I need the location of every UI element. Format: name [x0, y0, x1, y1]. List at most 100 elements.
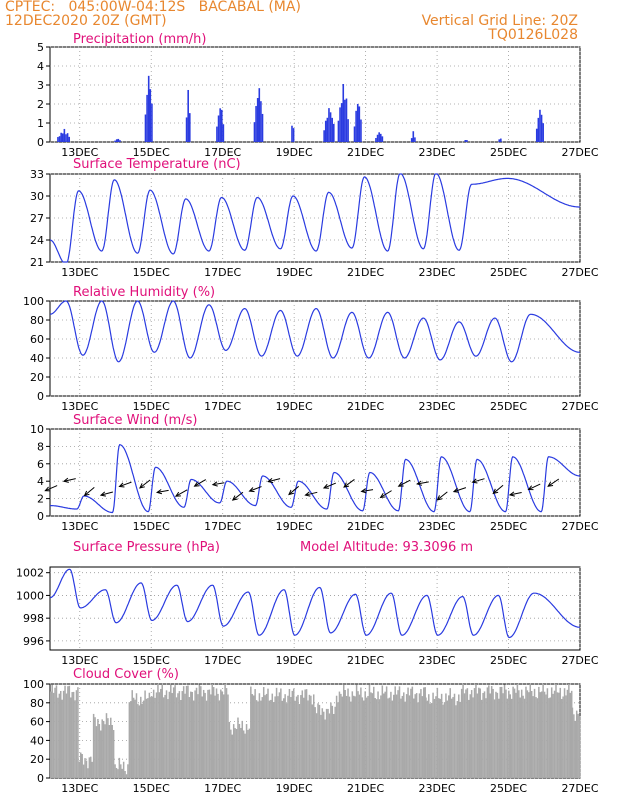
- precip-bar: [339, 107, 341, 142]
- wind-arrowhead: [492, 488, 499, 495]
- precip-bar: [222, 124, 225, 142]
- cloud-bar: [85, 760, 88, 778]
- cloud-bar: [110, 717, 112, 778]
- precip-bar: [355, 110, 357, 142]
- cloud-bar: [391, 700, 394, 778]
- cloud-bar: [569, 692, 572, 778]
- cloud-bar: [563, 688, 566, 778]
- precip-bar: [410, 138, 413, 142]
- x-tick-label: 23DEC: [419, 520, 456, 533]
- cloud-bar: [232, 724, 235, 778]
- x-tick-label: 21DEC: [347, 520, 384, 533]
- cloud-bar: [205, 700, 208, 778]
- precip-bar: [117, 138, 120, 142]
- cloud-bar: [314, 707, 316, 778]
- x-tick-label: 21DEC: [347, 146, 384, 159]
- x-tick-label: 19DEC: [276, 146, 313, 159]
- cloud-bar: [350, 701, 352, 778]
- cloud-bar: [100, 730, 102, 778]
- wind-arrowhead: [174, 491, 181, 497]
- cloud-bar: [254, 689, 256, 778]
- cloud-bar: [57, 697, 59, 778]
- cloud-bar: [450, 698, 453, 778]
- cloud-bar: [489, 693, 491, 778]
- cloud-bar: [513, 688, 516, 778]
- y-tick-label: 0: [37, 390, 44, 403]
- cloud-bar: [458, 694, 460, 778]
- x-tick-label: 13DEC: [61, 266, 98, 279]
- y-tick-label: 60: [30, 333, 44, 346]
- cloud-bar: [446, 700, 449, 778]
- x-tick-label: 25DEC: [490, 146, 527, 159]
- wind-arrowhead: [304, 491, 311, 497]
- cloud-bar: [459, 701, 461, 778]
- cloud-bar: [383, 693, 385, 778]
- cloud-bar: [483, 691, 486, 778]
- cloud-bar: [430, 703, 433, 778]
- x-tick-label: 21DEC: [347, 654, 384, 667]
- cloud-bar: [568, 684, 570, 778]
- cloud-bar: [407, 687, 409, 778]
- cloud-bar: [60, 690, 62, 778]
- cloud-bar: [104, 724, 106, 778]
- x-tick-label: 27DEC: [561, 266, 598, 279]
- cloud-bar: [442, 704, 444, 778]
- cloud-bar: [265, 693, 268, 778]
- precip-bar: [326, 117, 329, 142]
- cloud-bar: [300, 695, 302, 778]
- cloud-bar: [62, 690, 65, 778]
- precip-bar: [114, 140, 116, 142]
- cloud-bar: [331, 705, 334, 778]
- cloud-bar: [355, 684, 358, 778]
- header-grid-note: Vertical Grid Line: 20Z: [421, 13, 578, 29]
- wind-arrowhead: [211, 481, 218, 487]
- cloud-bar: [384, 691, 386, 778]
- wind-arrowhead: [44, 486, 51, 492]
- cloud-bar: [536, 698, 539, 778]
- precip-bar: [60, 132, 62, 142]
- cloud-bar: [506, 698, 509, 778]
- cloud-bar: [298, 704, 301, 778]
- precip-bar: [375, 138, 377, 142]
- cloud-bar: [238, 723, 241, 778]
- cloud-bar: [414, 694, 416, 778]
- cloud-bar: [54, 687, 56, 778]
- panel-frame: [49, 428, 581, 517]
- precip-bar: [57, 137, 59, 142]
- cloud-bar: [161, 685, 163, 778]
- cloud-bar: [157, 684, 159, 778]
- series-line: [49, 173, 580, 263]
- cloud-bar: [395, 694, 398, 778]
- panel-2: [46, 300, 581, 397]
- cloud-bar: [387, 698, 389, 778]
- cloud-bar: [530, 690, 533, 778]
- cloud-bar: [448, 695, 450, 778]
- cloud-bar: [65, 693, 68, 778]
- cloud-bar: [394, 686, 396, 778]
- y-tick-label: 4: [37, 60, 44, 73]
- cloud-bar: [218, 700, 221, 778]
- cloud-bar: [417, 702, 419, 778]
- cloud-bar: [443, 702, 446, 778]
- precip-bar: [323, 130, 325, 142]
- cloud-bar: [552, 693, 554, 778]
- cloud-bar: [64, 685, 66, 778]
- cloud-bar: [321, 708, 324, 778]
- precip-bar: [329, 112, 332, 142]
- cloud-bar: [210, 694, 212, 778]
- wind-arrowhead: [397, 481, 404, 487]
- cloud-bar: [208, 689, 211, 778]
- cloud-bar: [108, 725, 111, 778]
- cloud-bar: [152, 689, 155, 778]
- cloud-bar: [468, 699, 470, 778]
- x-tick-label: 15DEC: [133, 266, 170, 279]
- wind-arrow: [380, 490, 392, 498]
- cloud-bar: [245, 724, 248, 778]
- wind-arrow: [63, 478, 76, 482]
- cloud-bar: [200, 686, 202, 778]
- precip-bar: [539, 109, 541, 142]
- y-tick-label: 80: [30, 697, 44, 710]
- cloud-bar: [290, 697, 292, 778]
- cloud-bar: [344, 690, 346, 778]
- cloud-bar: [164, 694, 166, 778]
